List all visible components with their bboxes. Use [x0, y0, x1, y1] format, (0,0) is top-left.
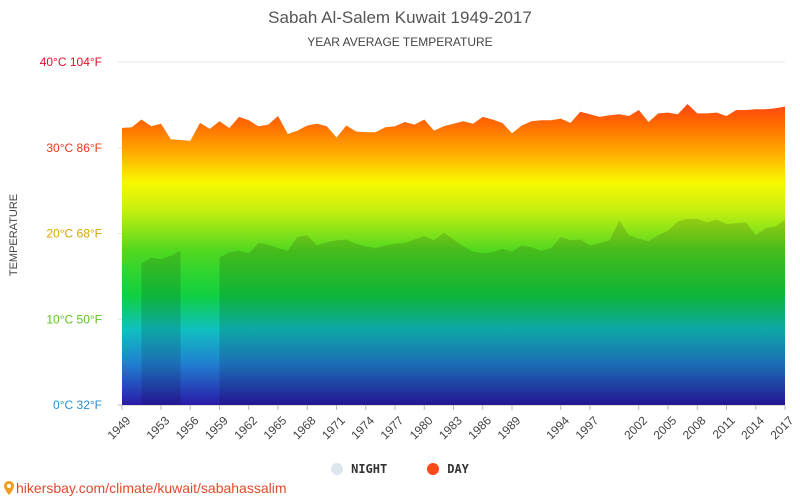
- source-text: hikersbay.com/climate/kuwait/sabahassali…: [16, 480, 287, 496]
- x-tick-label: 1977: [378, 413, 407, 442]
- x-tick-label: 1965: [261, 413, 290, 442]
- y-tick-label: 40°C 104°F: [40, 55, 102, 69]
- x-tick-labels: 1949 1953 1956 1959 1962 1965 1968 1971 1974 1977…: [105, 405, 797, 442]
- x-tick-label: 1962: [231, 413, 260, 442]
- x-tick-label: 1949: [105, 413, 134, 442]
- x-tick-label: 2017: [768, 413, 797, 442]
- x-tick-label: 1953: [144, 413, 173, 442]
- day-area: [122, 104, 785, 405]
- x-tick-label: 1997: [573, 413, 602, 442]
- source-link[interactable]: hikersbay.com/climate/kuwait/sabahassali…: [4, 480, 287, 496]
- x-tick-label: 2014: [738, 413, 767, 442]
- night-area: [141, 250, 181, 405]
- night-dot-icon: [331, 463, 344, 475]
- legend: NIGHT DAY: [0, 462, 800, 476]
- legend-item-night[interactable]: NIGHT: [331, 462, 387, 476]
- chart-title: Sabah Al-Salem Kuwait 1949-2017: [268, 8, 532, 27]
- map-pin-icon: [4, 481, 14, 495]
- x-tick-label: 1989: [495, 413, 524, 442]
- x-tick-label: 1980: [407, 413, 436, 442]
- y-tick-label: 0°C 32°F: [53, 398, 102, 412]
- x-tick-label: 1974: [348, 413, 377, 442]
- chart-subtitle: YEAR AVERAGE TEMPERATURE: [307, 35, 493, 49]
- x-tick-label: 1994: [543, 413, 572, 442]
- x-tick-label: 2002: [621, 413, 650, 442]
- x-tick-label: 1959: [202, 413, 231, 442]
- area-series: [122, 104, 785, 405]
- y-tick-label: 30°C 86°F: [46, 141, 102, 155]
- x-tick-label: 2005: [651, 413, 680, 442]
- x-tick-label: 1956: [173, 413, 202, 442]
- x-tick-label: 1971: [319, 413, 348, 442]
- x-tick-label: 2011: [710, 413, 738, 441]
- x-tick-label: 2008: [680, 413, 709, 442]
- legend-day-label: DAY: [447, 462, 469, 476]
- day-dot-icon: [427, 463, 440, 475]
- legend-night-label: NIGHT: [351, 462, 388, 476]
- x-tick-label: 1983: [436, 413, 465, 442]
- x-tick-label: 1986: [465, 413, 494, 442]
- legend-item-day[interactable]: DAY: [427, 462, 469, 476]
- y-tick-label: 10°C 50°F: [46, 312, 102, 326]
- x-tick-label: 1968: [290, 413, 319, 442]
- y-tick-labels: 0°C 32°F 10°C 50°F 20°C 68°F 30°C 86°F 40°C …: [40, 55, 102, 412]
- night-area: [219, 218, 785, 405]
- y-tick-label: 20°C 68°F: [46, 227, 102, 241]
